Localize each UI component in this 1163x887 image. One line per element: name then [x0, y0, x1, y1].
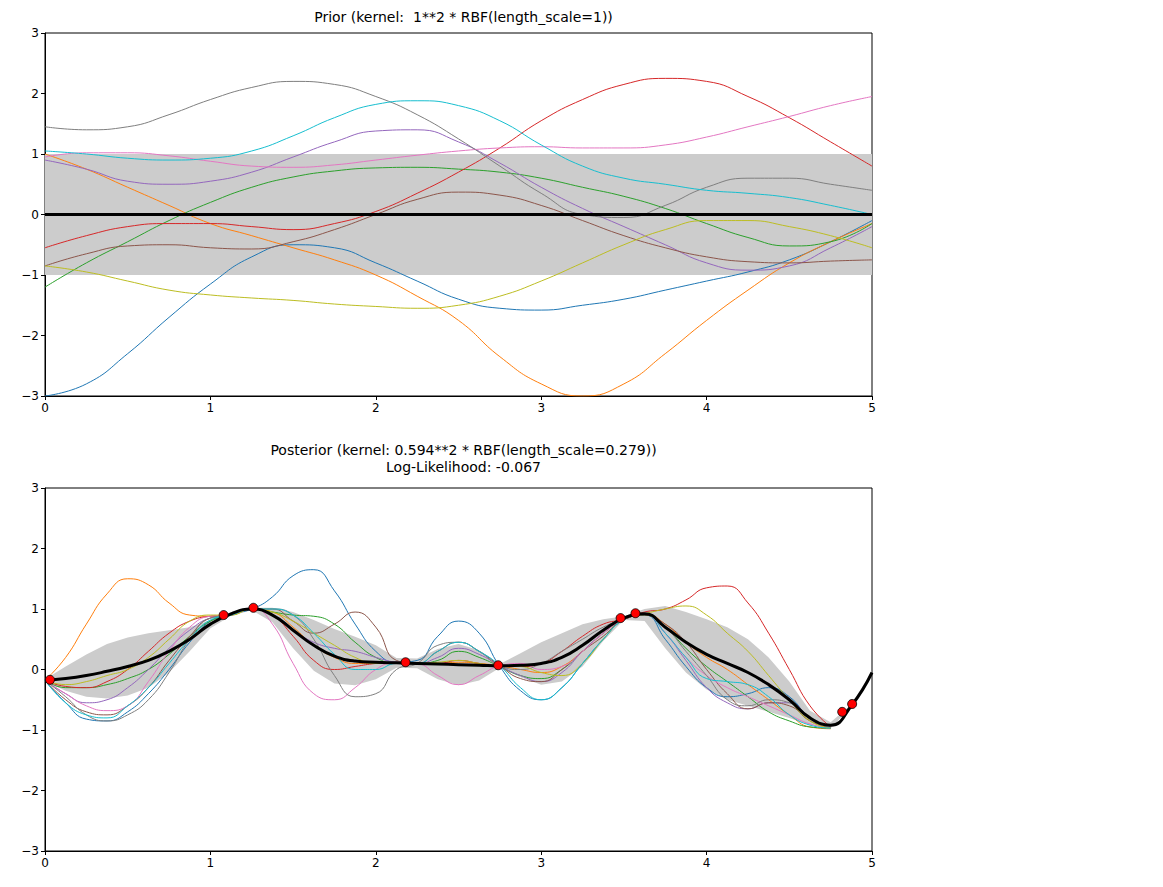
svg-text:1: 1 [31, 147, 39, 161]
svg-text:5: 5 [868, 401, 876, 415]
svg-text:2: 2 [372, 856, 380, 870]
svg-text:−2: −2 [21, 329, 39, 343]
svg-text:−3: −3 [21, 389, 39, 403]
svg-text:−3: −3 [21, 844, 39, 858]
svg-text:−1: −1 [21, 723, 39, 737]
svg-text:1: 1 [207, 856, 215, 870]
svg-text:3: 3 [537, 856, 545, 870]
svg-text:2: 2 [31, 87, 39, 101]
svg-text:0: 0 [31, 208, 39, 222]
svg-text:2: 2 [31, 542, 39, 556]
svg-text:−2: −2 [21, 784, 39, 798]
svg-text:4: 4 [703, 401, 711, 415]
svg-text:3: 3 [31, 481, 39, 495]
svg-text:1: 1 [31, 602, 39, 616]
svg-text:Posterior (kernel: 0.594**2 *: Posterior (kernel: 0.594**2 * RBF(length… [270, 442, 656, 458]
svg-text:Prior (kernel: 1**2 * RBF(len: Prior (kernel: 1**2 * RBF(length_scale=1… [314, 9, 613, 25]
svg-text:4: 4 [703, 856, 711, 870]
svg-text:0: 0 [41, 401, 49, 415]
svg-text:5: 5 [868, 856, 876, 870]
svg-text:3: 3 [31, 26, 39, 40]
svg-text:Log-Likelihood: -0.067: Log-Likelihood: -0.067 [386, 459, 541, 475]
svg-text:0: 0 [41, 856, 49, 870]
svg-text:1: 1 [207, 401, 215, 415]
svg-text:2: 2 [372, 401, 380, 415]
svg-text:−1: −1 [21, 268, 39, 282]
svg-text:0: 0 [31, 663, 39, 677]
svg-text:3: 3 [537, 401, 545, 415]
